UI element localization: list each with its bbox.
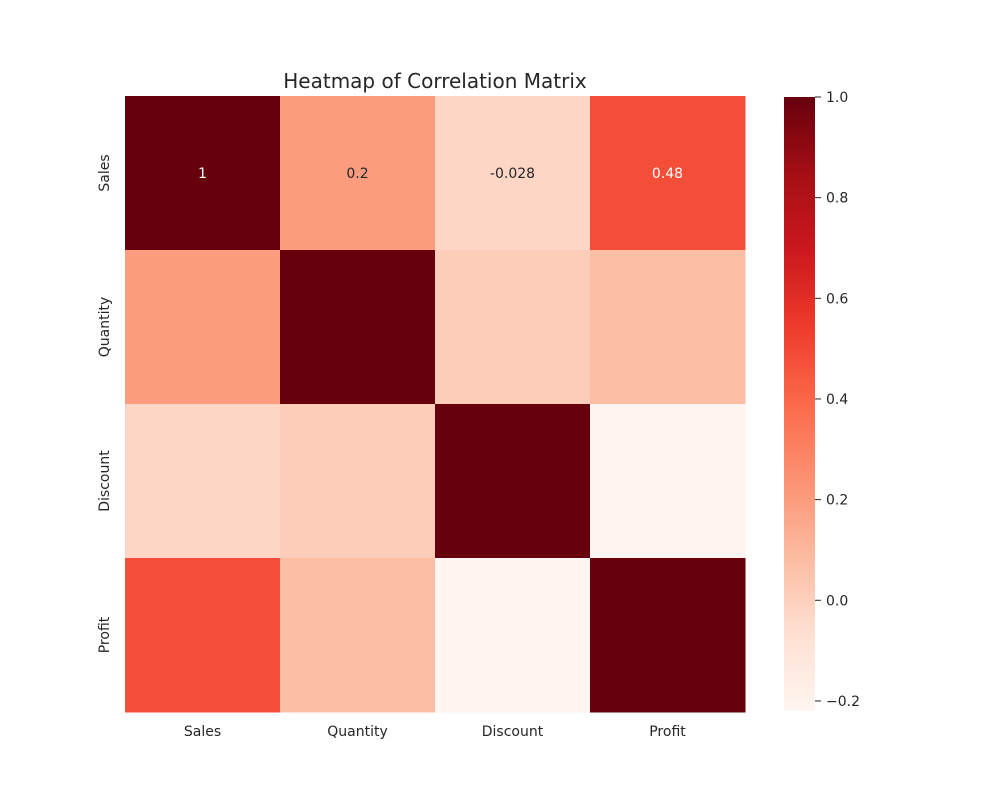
heatmap-cell bbox=[280, 96, 436, 251]
heatmap-cell bbox=[590, 404, 746, 559]
heatmap-cell bbox=[435, 250, 591, 405]
x-axis-ticks: Sales Quantity Discount Profit bbox=[184, 724, 686, 740]
colorbar-tick-label: 1.0 bbox=[826, 90, 848, 106]
heatmap-cell bbox=[125, 96, 281, 251]
heatmap-cell bbox=[435, 404, 591, 559]
heatmap-cell bbox=[125, 404, 281, 559]
heatmap-cell bbox=[280, 558, 436, 713]
y-tick-label: Profit bbox=[97, 616, 113, 653]
colorbar: 1.0 0.8 0.6 0.4 0.2 0.0 −0.2 bbox=[784, 90, 860, 711]
colorbar-tick-label: 0.6 bbox=[826, 291, 848, 307]
cell-annotation: 0.48 bbox=[652, 166, 683, 182]
colorbar-ticks: 1.0 0.8 0.6 0.4 0.2 0.0 −0.2 bbox=[815, 90, 860, 710]
colorbar-tick-label: 0.2 bbox=[826, 493, 848, 509]
colorbar-tick-label: 0.4 bbox=[826, 392, 848, 408]
heatmap-cell bbox=[435, 96, 591, 251]
colorbar-gradient bbox=[784, 97, 815, 711]
cell-annotation: 0.2 bbox=[346, 166, 368, 182]
heatmap-cell bbox=[280, 404, 436, 559]
chart-title: Heatmap of Correlation Matrix bbox=[283, 69, 587, 93]
colorbar-tick-label: −0.2 bbox=[826, 694, 860, 710]
cell-annotation: 1 bbox=[198, 166, 207, 182]
colorbar-tick-label: 0.0 bbox=[826, 593, 848, 609]
y-axis-ticks: Sales Quantity Discount Profit bbox=[97, 154, 113, 653]
x-tick-label: Profit bbox=[649, 724, 686, 740]
heatmap-cell bbox=[125, 558, 281, 713]
heatmap-cell bbox=[125, 250, 281, 405]
heatmap-cell bbox=[590, 558, 746, 713]
cell-annotation: -0.028 bbox=[490, 166, 535, 182]
y-tick-label: Quantity bbox=[97, 297, 113, 358]
heatmap-cell-labels: 1 0.2 -0.028 0.48 bbox=[198, 166, 683, 182]
heatmap-cells bbox=[125, 96, 746, 713]
heatmap-cell bbox=[590, 250, 746, 405]
heatmap-cell bbox=[280, 250, 436, 405]
colorbar-tick-label: 0.8 bbox=[826, 191, 848, 207]
y-tick-label: Discount bbox=[97, 450, 113, 512]
x-tick-label: Discount bbox=[482, 724, 544, 740]
heatmap-cell bbox=[590, 96, 746, 251]
x-tick-label: Sales bbox=[184, 724, 221, 740]
y-tick-label: Sales bbox=[97, 154, 113, 191]
heatmap-cell bbox=[435, 558, 591, 713]
x-tick-label: Quantity bbox=[327, 724, 388, 740]
